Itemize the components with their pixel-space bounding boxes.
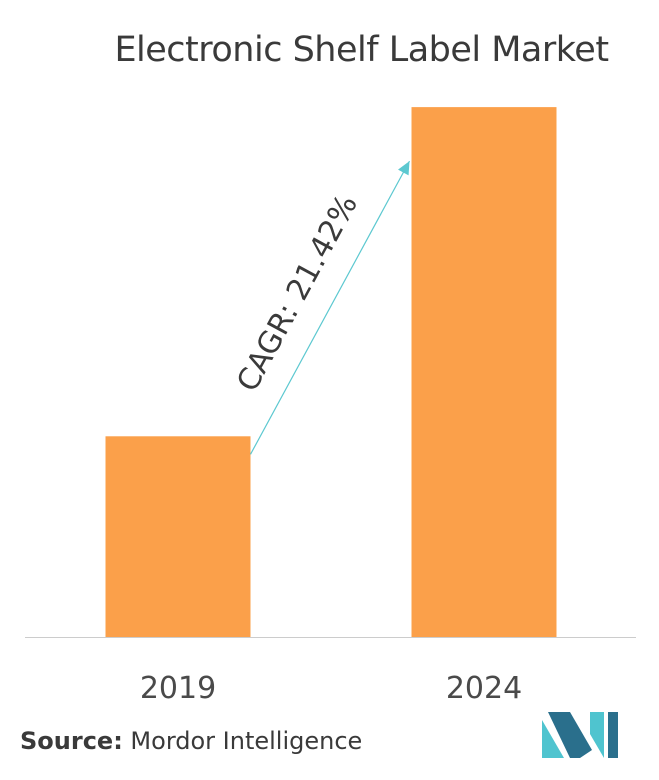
- bar-2024: [411, 107, 557, 638]
- chart-title: Electronic Shelf Label Market: [114, 30, 609, 70]
- x-tick-label-2019: 2019: [140, 671, 216, 706]
- x-tick-label-2024: 2024: [446, 671, 522, 706]
- bar-2019: [105, 436, 251, 637]
- source-text: Mordor Intelligence: [122, 727, 363, 755]
- source-footer: Source: Mordor Intelligence: [20, 727, 362, 755]
- mordor-intelligence-logo-icon: [542, 712, 618, 758]
- cagr-arrow-head: [398, 161, 410, 176]
- cagr-arrow-line: [249, 160, 411, 455]
- source-label: Source:: [20, 727, 123, 755]
